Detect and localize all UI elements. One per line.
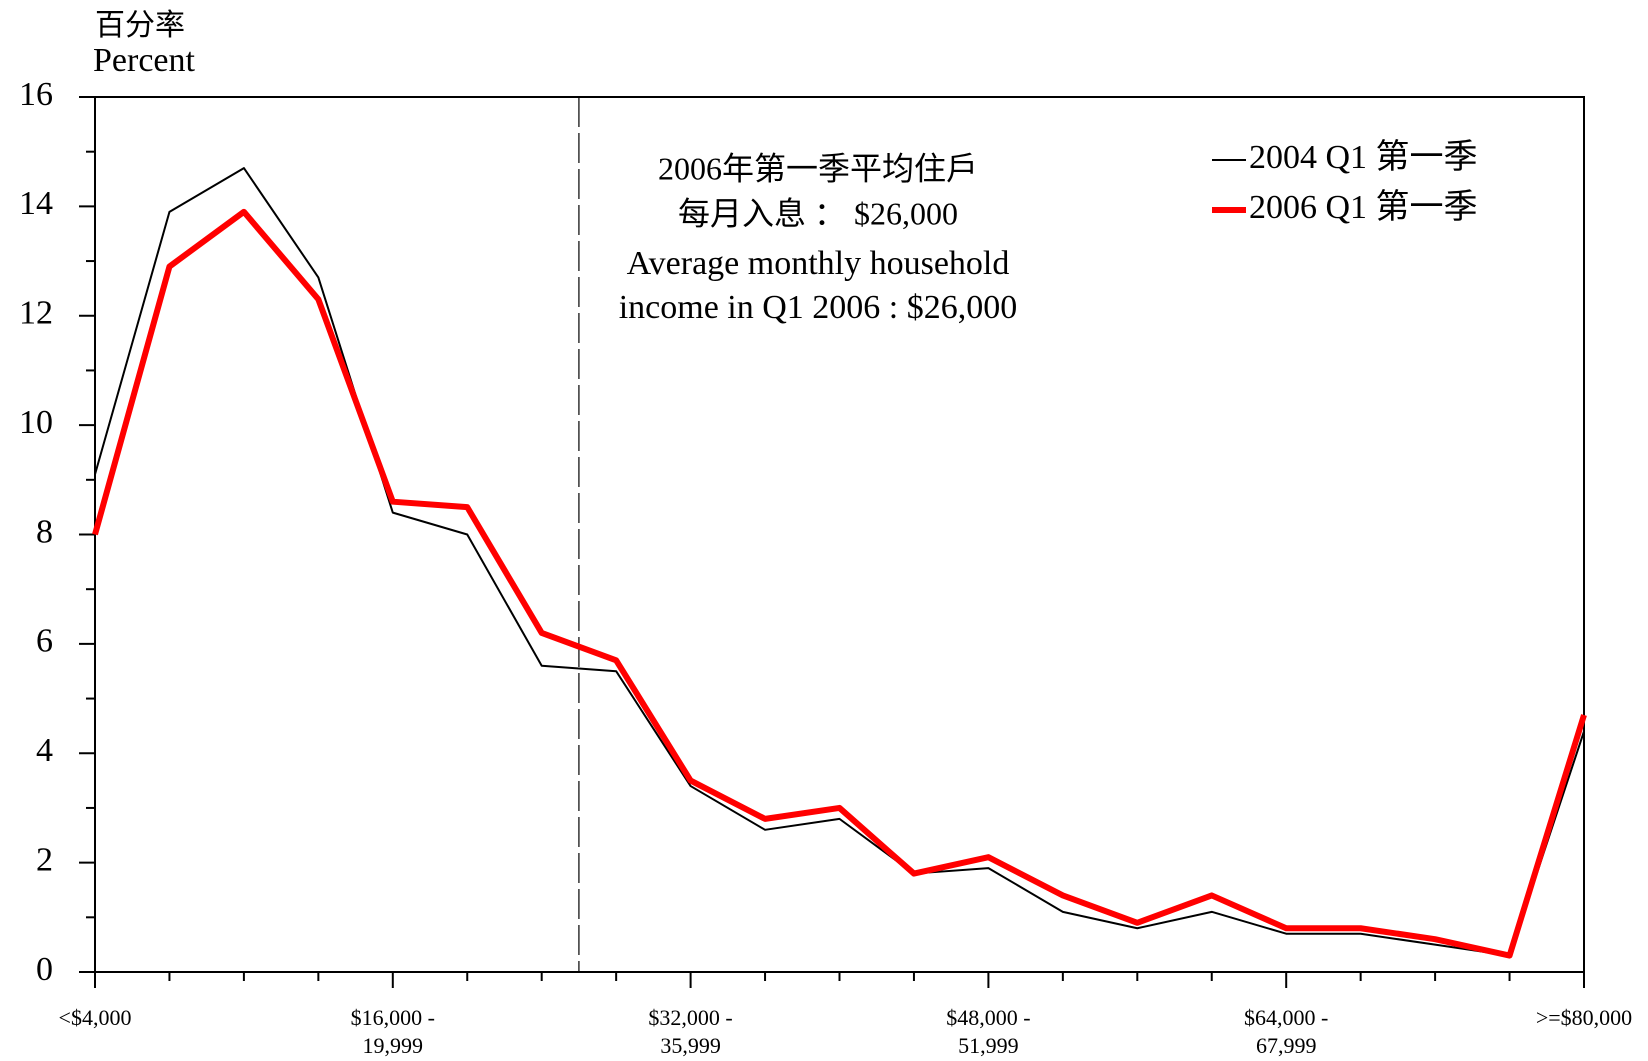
x-tick-label: $64,000 -67,999	[1244, 1005, 1328, 1058]
y-tick-label: 16	[19, 76, 53, 113]
series-line	[92, 208, 1587, 959]
y-tick-label: 6	[36, 623, 53, 660]
annotation: Average monthly household	[627, 245, 1010, 282]
y-tick-label: 10	[19, 404, 53, 441]
x-tick-label: >=$80,000	[1536, 1005, 1632, 1030]
x-tick-label: $48,000 -51,999	[946, 1005, 1030, 1058]
y-tick-label: 2	[36, 841, 53, 878]
y-tick-label: 14	[19, 185, 53, 222]
y-tick-label: 8	[36, 513, 53, 550]
y-tick-label: 0	[36, 951, 53, 988]
legend-label: 2004 Q1 第一季	[1249, 138, 1478, 176]
annotation: 2006年第一季平均住戶	[658, 150, 978, 186]
annotation: 每月入息 ： $26,000	[678, 195, 958, 231]
x-tick-label: $16,000 -19,999	[351, 1005, 435, 1058]
x-tick-label: $32,000 -35,999	[648, 1005, 732, 1058]
x-tick-label: <$4,000	[59, 1005, 132, 1030]
y-axis-label: 百分率	[95, 9, 185, 42]
series-line	[94, 167, 1585, 957]
y-tick-label: 4	[36, 732, 53, 769]
legend-label: 2006 Q1 第一季	[1249, 188, 1478, 226]
y-tick-label: 12	[19, 295, 53, 332]
annotation: income in Q1 2006 : $26,000	[619, 289, 1018, 326]
y-axis-label: Percent	[93, 42, 196, 79]
